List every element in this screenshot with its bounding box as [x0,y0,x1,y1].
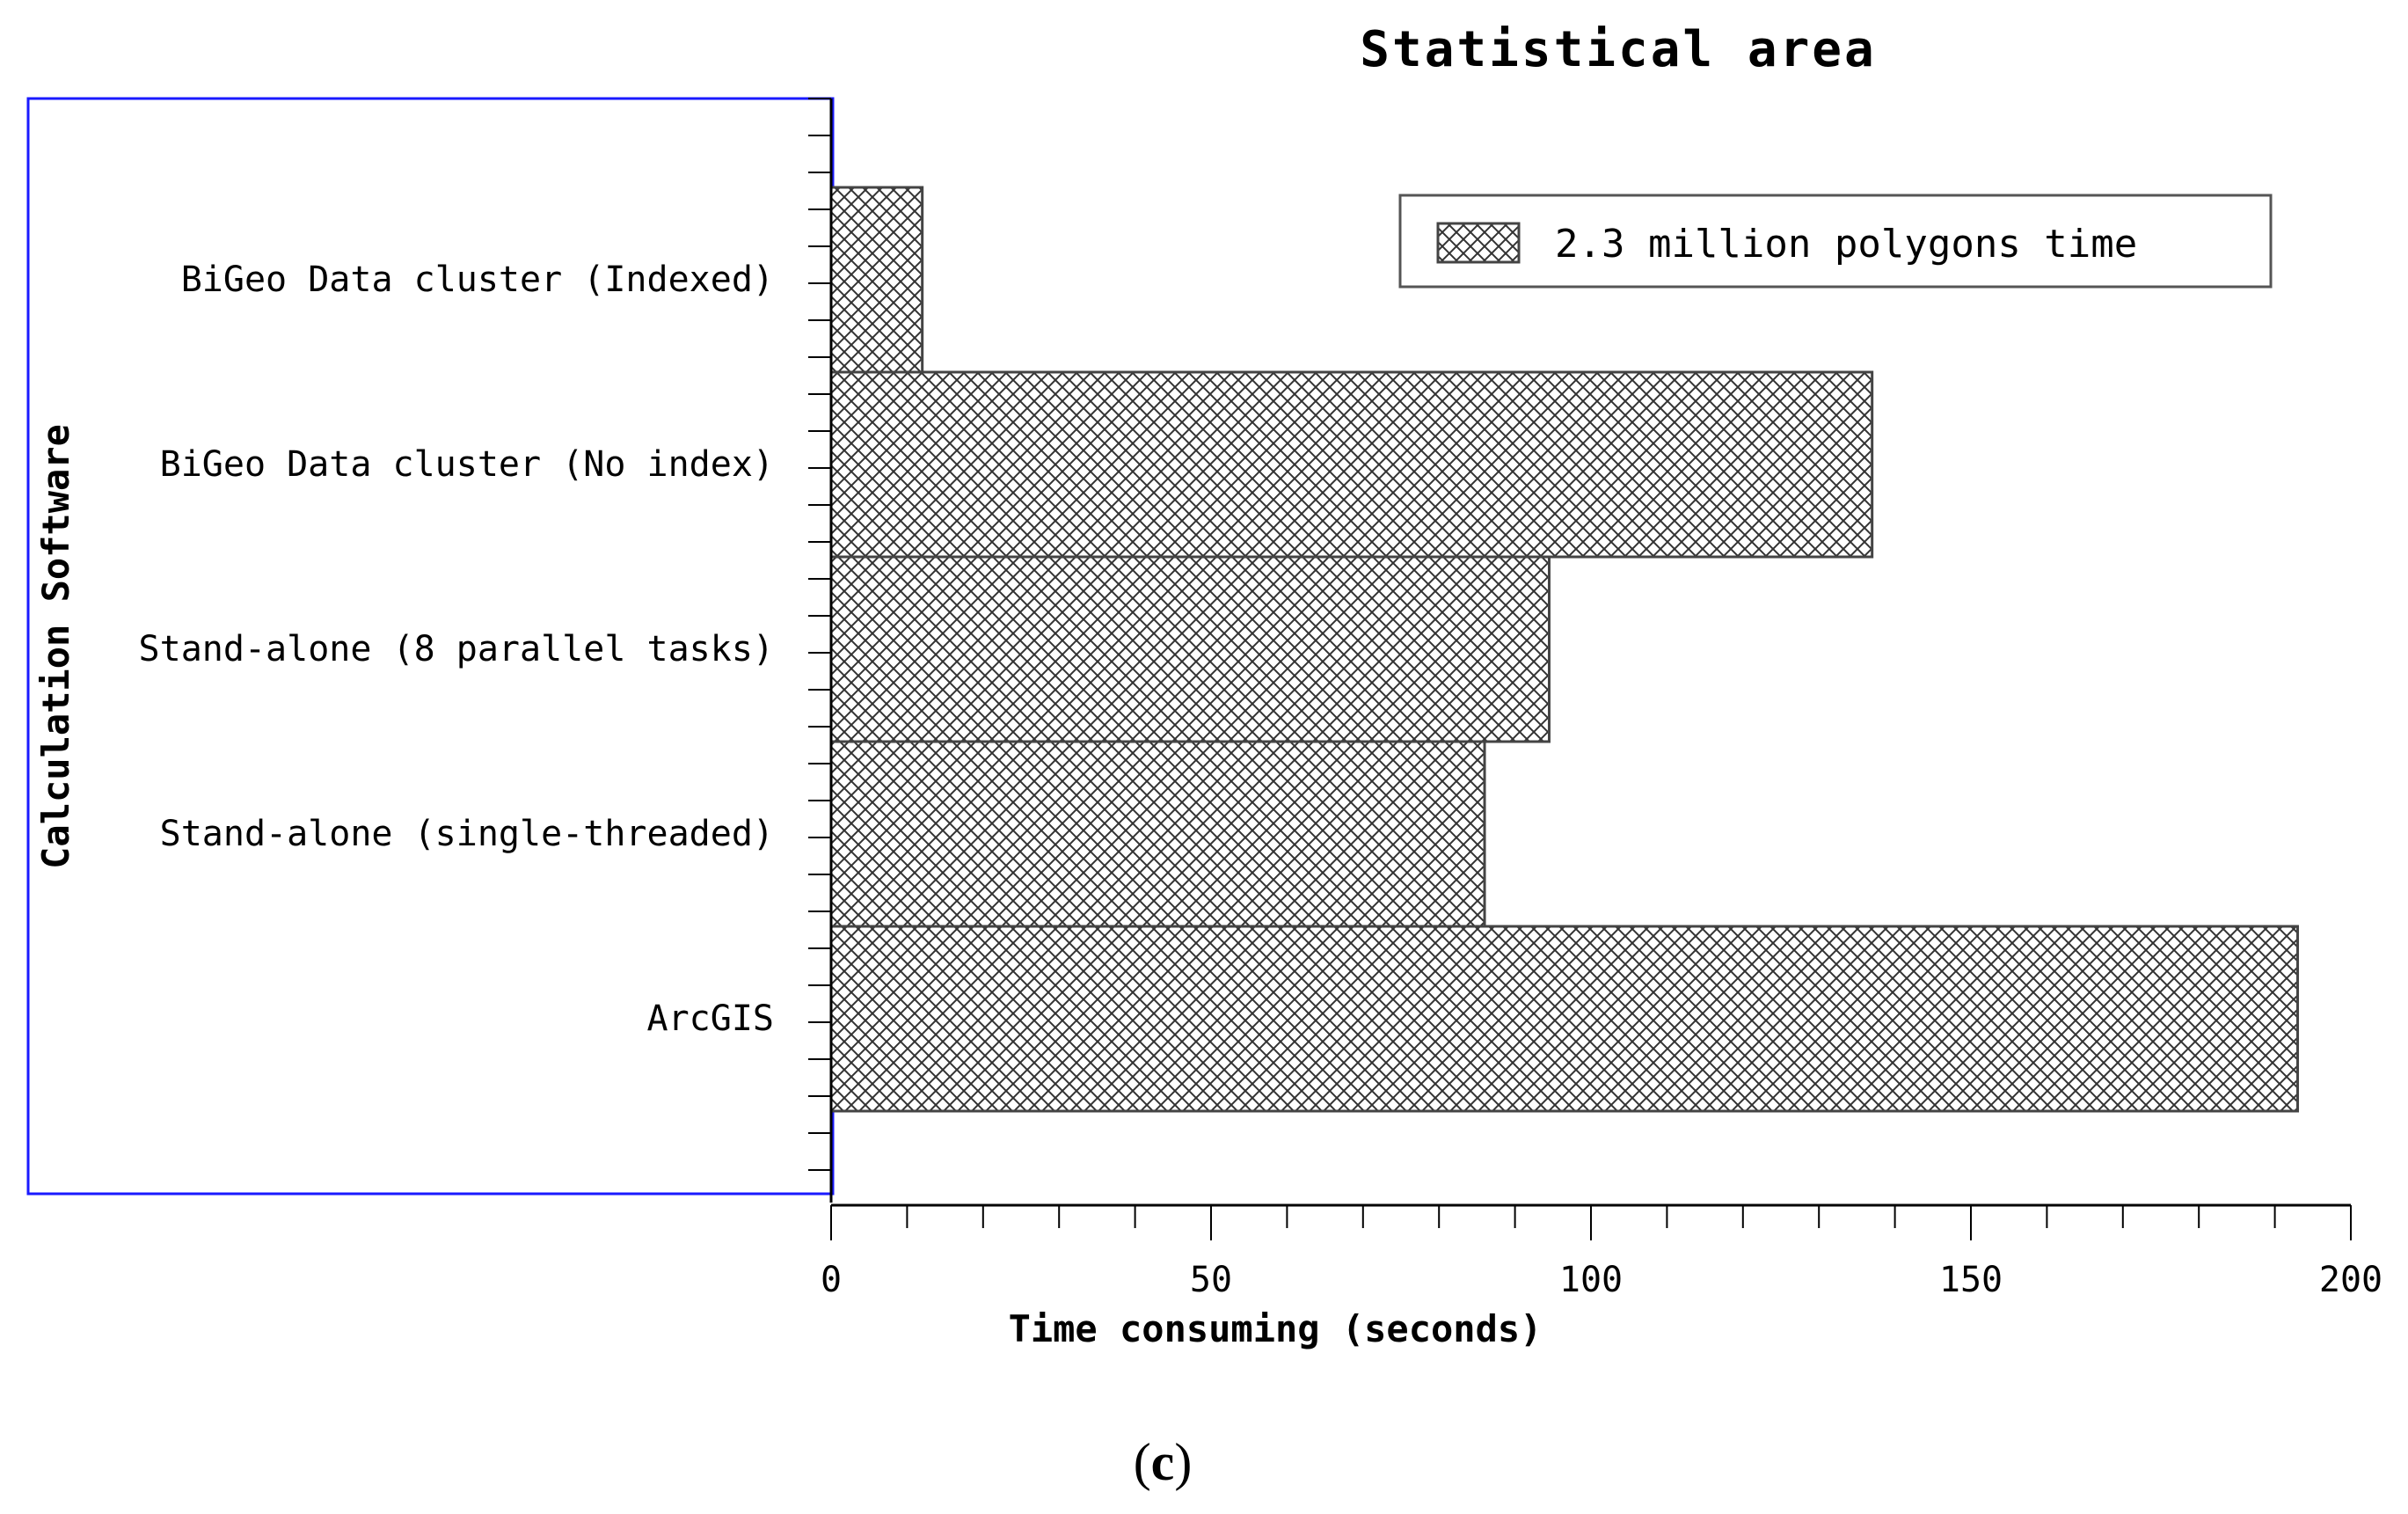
y-axis-label: Calculation Software [34,424,77,869]
bar-2 [829,555,1551,743]
x-tick-label-3: 150 [1939,1260,2003,1300]
x-tick-label-1: 50 [1190,1260,1232,1300]
x-tick-label-4: 200 [2319,1260,2382,1300]
bars [829,186,2300,1113]
category-label-4: ArcGIS [647,998,775,1039]
x-axis-label: Time consuming (seconds) [1009,1307,1543,1350]
x-tick-label-2: 100 [1559,1260,1623,1300]
chart-title: Statistical area [1360,21,1876,78]
axes [808,98,2352,1240]
legend-box [1398,194,2273,289]
category-labels: BiGeo Data cluster (Indexed) BiGeo Data c… [139,260,774,1039]
bar-4 [829,925,2300,1113]
x-tick-labels: 0 50 100 150 200 [821,1260,2382,1300]
category-label-3: Stand-alone (single-threaded) [160,814,774,854]
category-label-2: Stand-alone (8 parallel tasks) [139,629,774,669]
bar-0 [829,186,924,374]
x-tick-label-0: 0 [821,1260,842,1300]
legend-swatch [1436,222,1521,264]
bar-3 [829,740,1486,928]
category-label-1: BiGeo Data cluster (No index) [160,444,774,485]
bar-1 [829,370,1874,559]
category-label-0: BiGeo Data cluster (Indexed) [181,260,774,300]
figure-caption: (c) [1134,1433,1193,1491]
legend: 2.3 million polygons time [1398,194,2273,289]
legend-label: 2.3 million polygons time [1555,222,2137,267]
